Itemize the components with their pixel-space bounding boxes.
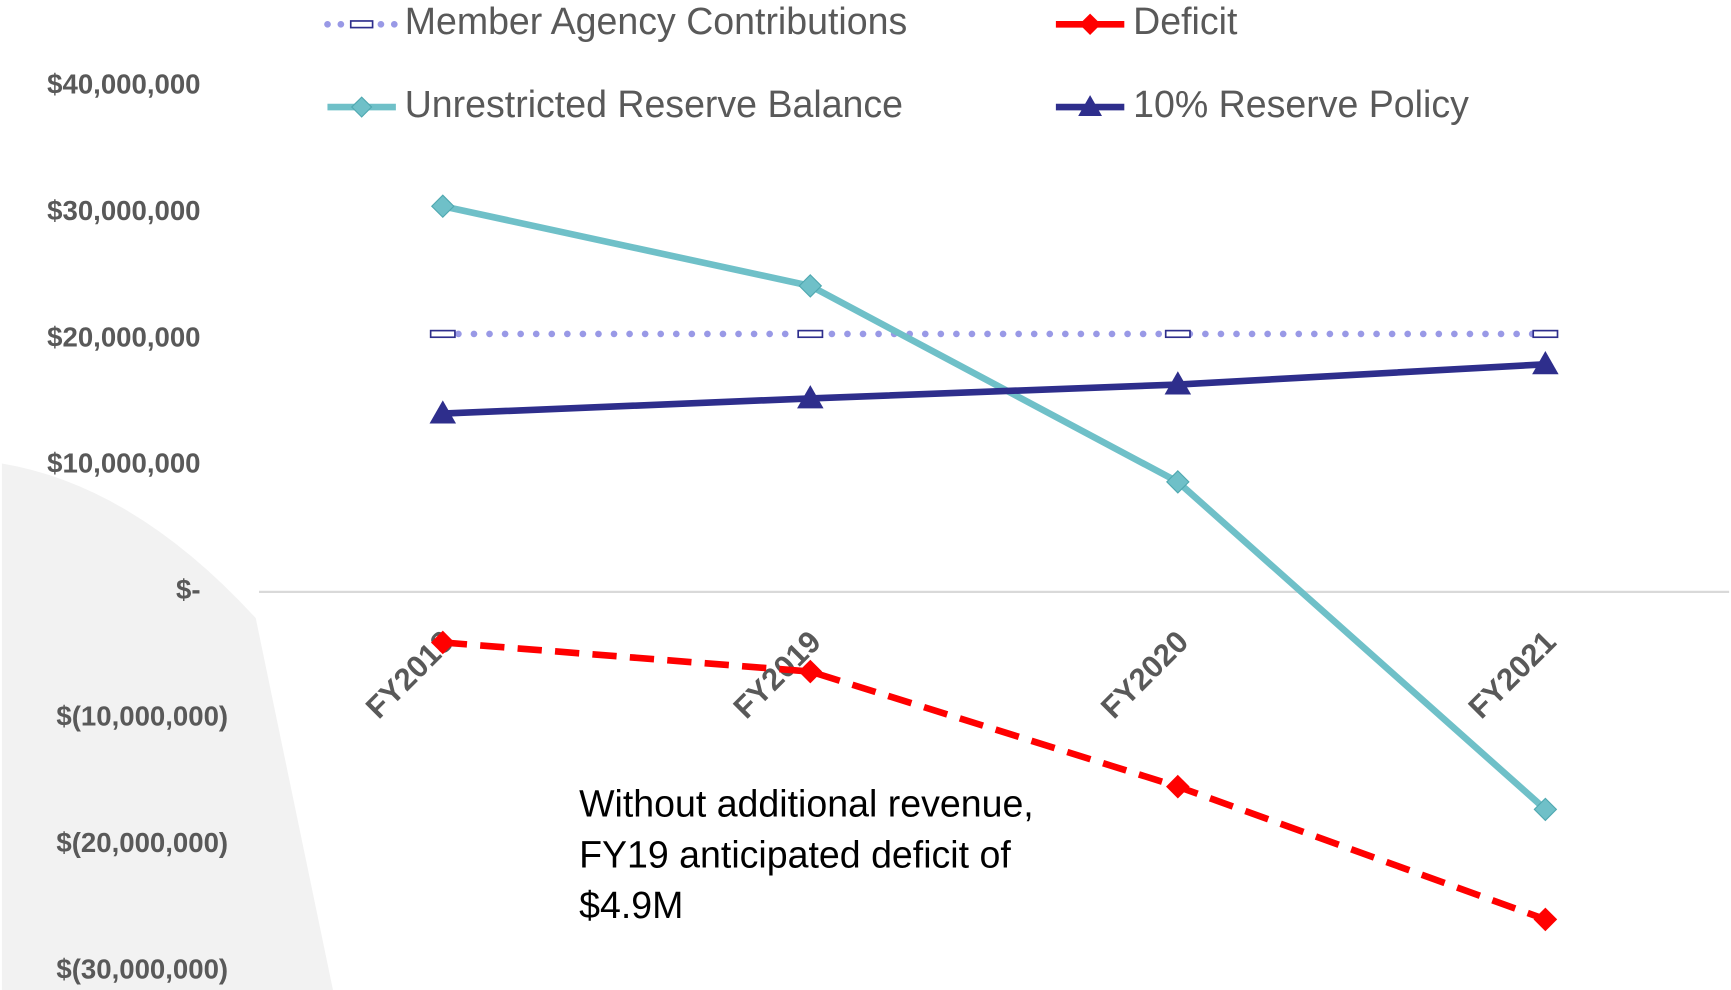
y-tick-label: $(30,000,000) [56, 954, 228, 985]
series-line [442, 639, 1547, 923]
legend-item: 10% Reserve Policy [1055, 83, 1469, 125]
marker [797, 329, 824, 339]
marker [430, 194, 455, 219]
y-tick-label: $(20,000,000) [56, 827, 228, 858]
series-line [442, 360, 1546, 417]
marker [1533, 797, 1558, 822]
marker [798, 274, 823, 298]
marker [1533, 907, 1558, 932]
marker [429, 400, 457, 424]
x-tick-label: FY2020 [1094, 624, 1195, 725]
annotation: FY19 anticipated deficit of [579, 833, 1011, 875]
legend-label: 10% Reserve Policy [1133, 83, 1469, 125]
background-shape [1, 463, 333, 990]
marker [1166, 470, 1190, 494]
legend-item: Unrestricted Reserve Balance [327, 83, 903, 125]
legend-marker [1078, 95, 1103, 116]
marker [430, 630, 455, 655]
y-tick-label: $30,000,000 [47, 195, 200, 226]
y-tick-label: $20,000,000 [47, 321, 200, 352]
marker [797, 385, 824, 409]
legend-marker [349, 20, 374, 29]
annotation: Without additional revenue, [579, 783, 1034, 825]
legend-marker [350, 96, 373, 118]
marker [1164, 329, 1191, 339]
marker [1164, 371, 1192, 395]
y-tick-label: $40,000,000 [47, 68, 200, 99]
y-tick-label: $- [176, 574, 201, 605]
y-tick-label: $(10,000,000) [56, 701, 228, 732]
legend-item: Deficit [1055, 0, 1238, 42]
legend-label: Deficit [1133, 0, 1238, 42]
annotation: $4.9M [579, 884, 683, 926]
series-line [442, 202, 1548, 812]
legend-item: Member Agency Contributions [324, 0, 908, 42]
x-tick-label: FY2021 [1461, 624, 1562, 725]
legend-label: Member Agency Contributions [405, 0, 908, 42]
marker [1532, 329, 1559, 339]
legend-label: Unrestricted Reserve Balance [405, 83, 903, 125]
marker [1166, 774, 1190, 799]
marker [1532, 351, 1559, 375]
legend-marker [1079, 13, 1101, 35]
marker [798, 659, 823, 684]
y-tick-label: $10,000,000 [47, 448, 200, 479]
marker [429, 329, 456, 339]
